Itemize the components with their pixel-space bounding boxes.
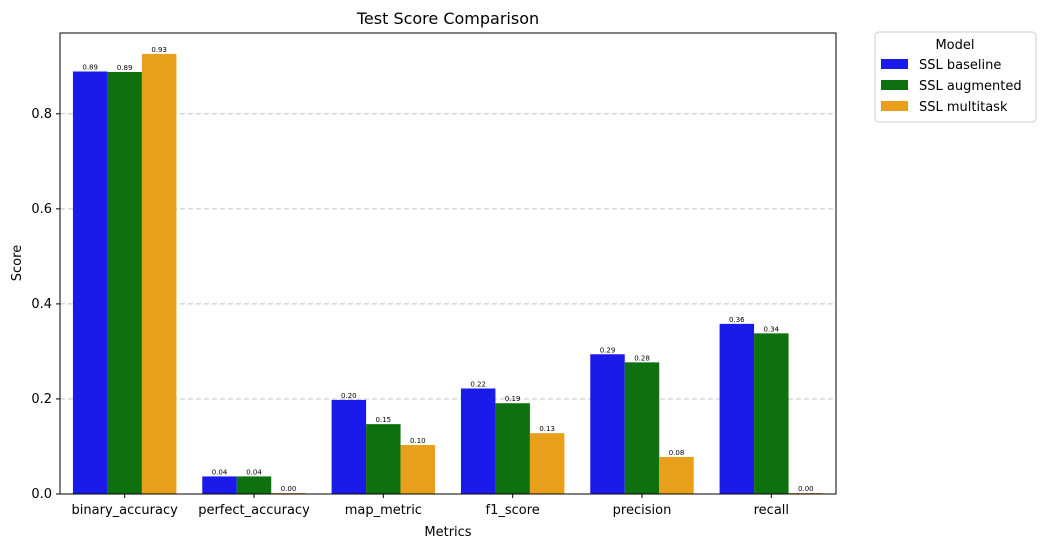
legend-items: SSL baseline SSL augmented SSL multitask [881, 58, 1022, 115]
x-axis-label: Metrics [424, 525, 471, 540]
bar [719, 323, 755, 494]
bar [141, 53, 177, 494]
bar-value-label: 0.15 [376, 416, 392, 424]
legend-swatch [881, 80, 908, 90]
bar-value-label: 0.08 [669, 449, 685, 457]
bar [624, 362, 660, 494]
bars [72, 53, 824, 494]
y-tick-label: 0.0 [31, 487, 52, 502]
bar [366, 424, 401, 494]
bar [460, 388, 496, 494]
bar [107, 71, 142, 494]
y-tick-label: 0.6 [31, 202, 52, 217]
legend-label: SSL baseline [919, 58, 1001, 73]
legend-label: SSL multitask [919, 100, 1008, 115]
bar [400, 445, 436, 494]
bar [659, 456, 694, 494]
x-tick-label: recall [754, 503, 789, 518]
bar [529, 433, 565, 494]
bar-value-label: 0.36 [729, 316, 745, 324]
legend: Model SSL baseline SSL augmented SSL multi… [874, 31, 1037, 123]
bar-value-label: 0.04 [246, 468, 262, 476]
bar-value-label: 0.28 [634, 354, 650, 362]
legend-frame [874, 31, 1037, 123]
bar [331, 399, 367, 494]
x-axis: binary_accuracy perfect_accuracy map_metri… [72, 494, 789, 518]
grid-lines [60, 113, 836, 400]
bar [72, 71, 108, 494]
bar-value-label: 0.04 [212, 468, 228, 476]
bar [754, 333, 789, 494]
bar [590, 354, 625, 494]
plot-area-frame [59, 32, 837, 495]
legend-title: Model [935, 38, 974, 53]
bar-value-label: 0.20 [341, 392, 357, 400]
y-tick-label: 0.2 [31, 392, 52, 407]
y-tick-label: 0.8 [31, 107, 52, 122]
chart-title: Test Score Comparison [356, 9, 539, 28]
bar-value-label: 0.13 [539, 425, 555, 433]
y-axis-label: Score [10, 245, 25, 281]
bar-value-label: 0.93 [151, 46, 167, 54]
bar-value-label: 0.89 [82, 63, 98, 71]
bar-value-label: 0.89 [117, 64, 133, 72]
x-tick-label: precision [613, 503, 672, 518]
bar-value-label: 0.00 [798, 485, 814, 493]
x-tick-label: map_metric [345, 503, 422, 518]
bar-value-label: 0.10 [410, 437, 426, 445]
y-axis: 0.0 0.2 0.4 0.6 0.8 [31, 107, 60, 502]
bar [495, 403, 530, 494]
bar-value-label: 0.19 [505, 395, 521, 403]
bar-value-label: 0.00 [281, 485, 297, 493]
legend-swatch [881, 101, 908, 111]
legend-swatch [881, 59, 908, 69]
bar-value-labels: 0.89 0.04 0.20 0.22 0.29 0.36 0.89 0.04 0.15 0.19… [82, 46, 813, 493]
x-tick-label: f1_score [486, 503, 540, 518]
legend-label: SSL augmented [919, 79, 1022, 94]
bar-value-label: 0.22 [470, 380, 486, 388]
bar-value-label: 0.34 [764, 325, 780, 333]
x-tick-label: binary_accuracy [72, 503, 179, 518]
y-tick-label: 0.4 [31, 297, 52, 312]
x-tick-label: perfect_accuracy [198, 503, 310, 518]
bar [202, 476, 237, 494]
bar-value-label: 0.29 [600, 346, 616, 354]
bar [236, 476, 272, 494]
